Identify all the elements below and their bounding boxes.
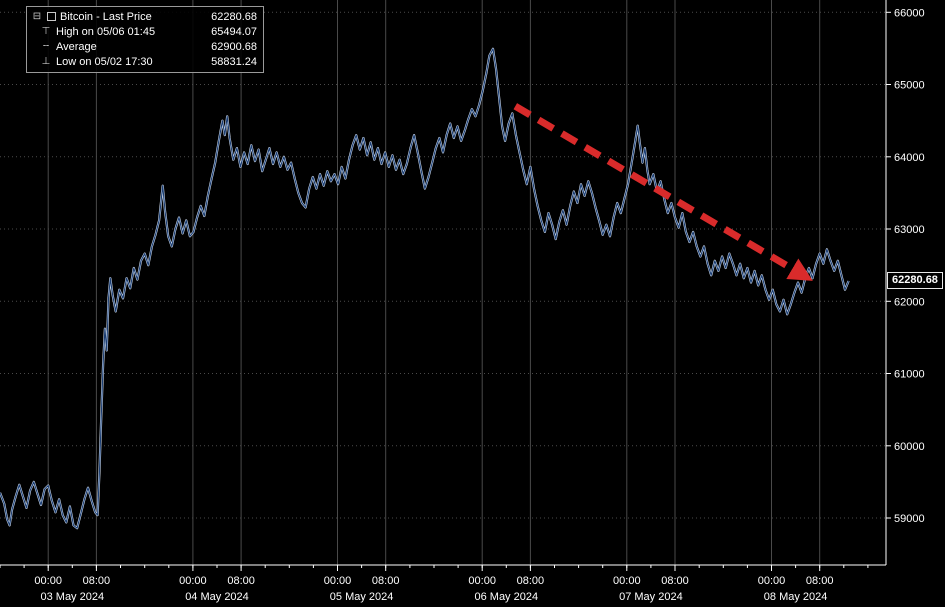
svg-text:08:00: 08:00 — [806, 575, 834, 587]
svg-text:08:00: 08:00 — [227, 575, 255, 587]
svg-text:65000: 65000 — [894, 80, 925, 92]
svg-text:05 May 2024: 05 May 2024 — [330, 591, 394, 603]
low-marker-icon: ⊥ — [41, 55, 51, 67]
legend-label: High on 05/06 01:45 — [56, 25, 156, 38]
svg-text:63000: 63000 — [894, 224, 925, 236]
expander-icon[interactable]: ⊟ — [32, 10, 42, 22]
svg-text:08:00: 08:00 — [83, 575, 111, 587]
high-marker-icon: ⊤ — [41, 25, 51, 37]
svg-text:00:00: 00:00 — [34, 575, 62, 587]
svg-text:08:00: 08:00 — [372, 575, 400, 587]
svg-text:08:00: 08:00 — [661, 575, 689, 587]
svg-text:03 May 2024: 03 May 2024 — [40, 591, 104, 603]
legend-row-low[interactable]: ⊥ Low on 05/02 17:30 58831.24 — [31, 54, 257, 69]
legend-value: 58831.24 — [211, 55, 257, 68]
svg-text:60000: 60000 — [894, 441, 925, 453]
legend-row-average[interactable]: ╌ Average 62900.68 — [31, 39, 257, 54]
svg-text:07 May 2024: 07 May 2024 — [619, 591, 683, 603]
legend-value: 62280.68 — [211, 10, 257, 23]
legend-label: Average — [56, 40, 97, 53]
legend-row-high[interactable]: ⊤ High on 05/06 01:45 65494.07 — [31, 24, 257, 39]
svg-text:00:00: 00:00 — [324, 575, 352, 587]
svg-text:00:00: 00:00 — [758, 575, 786, 587]
svg-text:00:00: 00:00 — [179, 575, 207, 587]
legend-value: 62900.68 — [211, 40, 257, 53]
legend-value: 65494.07 — [211, 25, 257, 38]
svg-text:00:00: 00:00 — [468, 575, 496, 587]
svg-text:66000: 66000 — [894, 7, 925, 19]
series-swatch-icon — [47, 12, 56, 21]
svg-text:08:00: 08:00 — [517, 575, 545, 587]
svg-text:62000: 62000 — [894, 296, 925, 308]
svg-text:04 May 2024: 04 May 2024 — [185, 591, 249, 603]
svg-text:59000: 59000 — [894, 513, 925, 525]
svg-text:06 May 2024: 06 May 2024 — [474, 591, 538, 603]
legend: ⊟ Bitcoin - Last Price 62280.68 ⊤ High o… — [26, 6, 264, 73]
last-price-badge: 62280.68 — [887, 272, 943, 289]
average-marker-icon: ╌ — [42, 40, 50, 52]
legend-label: Low on 05/02 17:30 — [56, 55, 153, 68]
svg-text:00:00: 00:00 — [613, 575, 641, 587]
svg-text:61000: 61000 — [894, 369, 925, 381]
legend-label: Bitcoin - Last Price — [60, 10, 152, 23]
svg-text:08 May 2024: 08 May 2024 — [764, 591, 828, 603]
svg-text:64000: 64000 — [894, 152, 925, 164]
legend-row-last-price[interactable]: ⊟ Bitcoin - Last Price 62280.68 — [31, 9, 257, 24]
